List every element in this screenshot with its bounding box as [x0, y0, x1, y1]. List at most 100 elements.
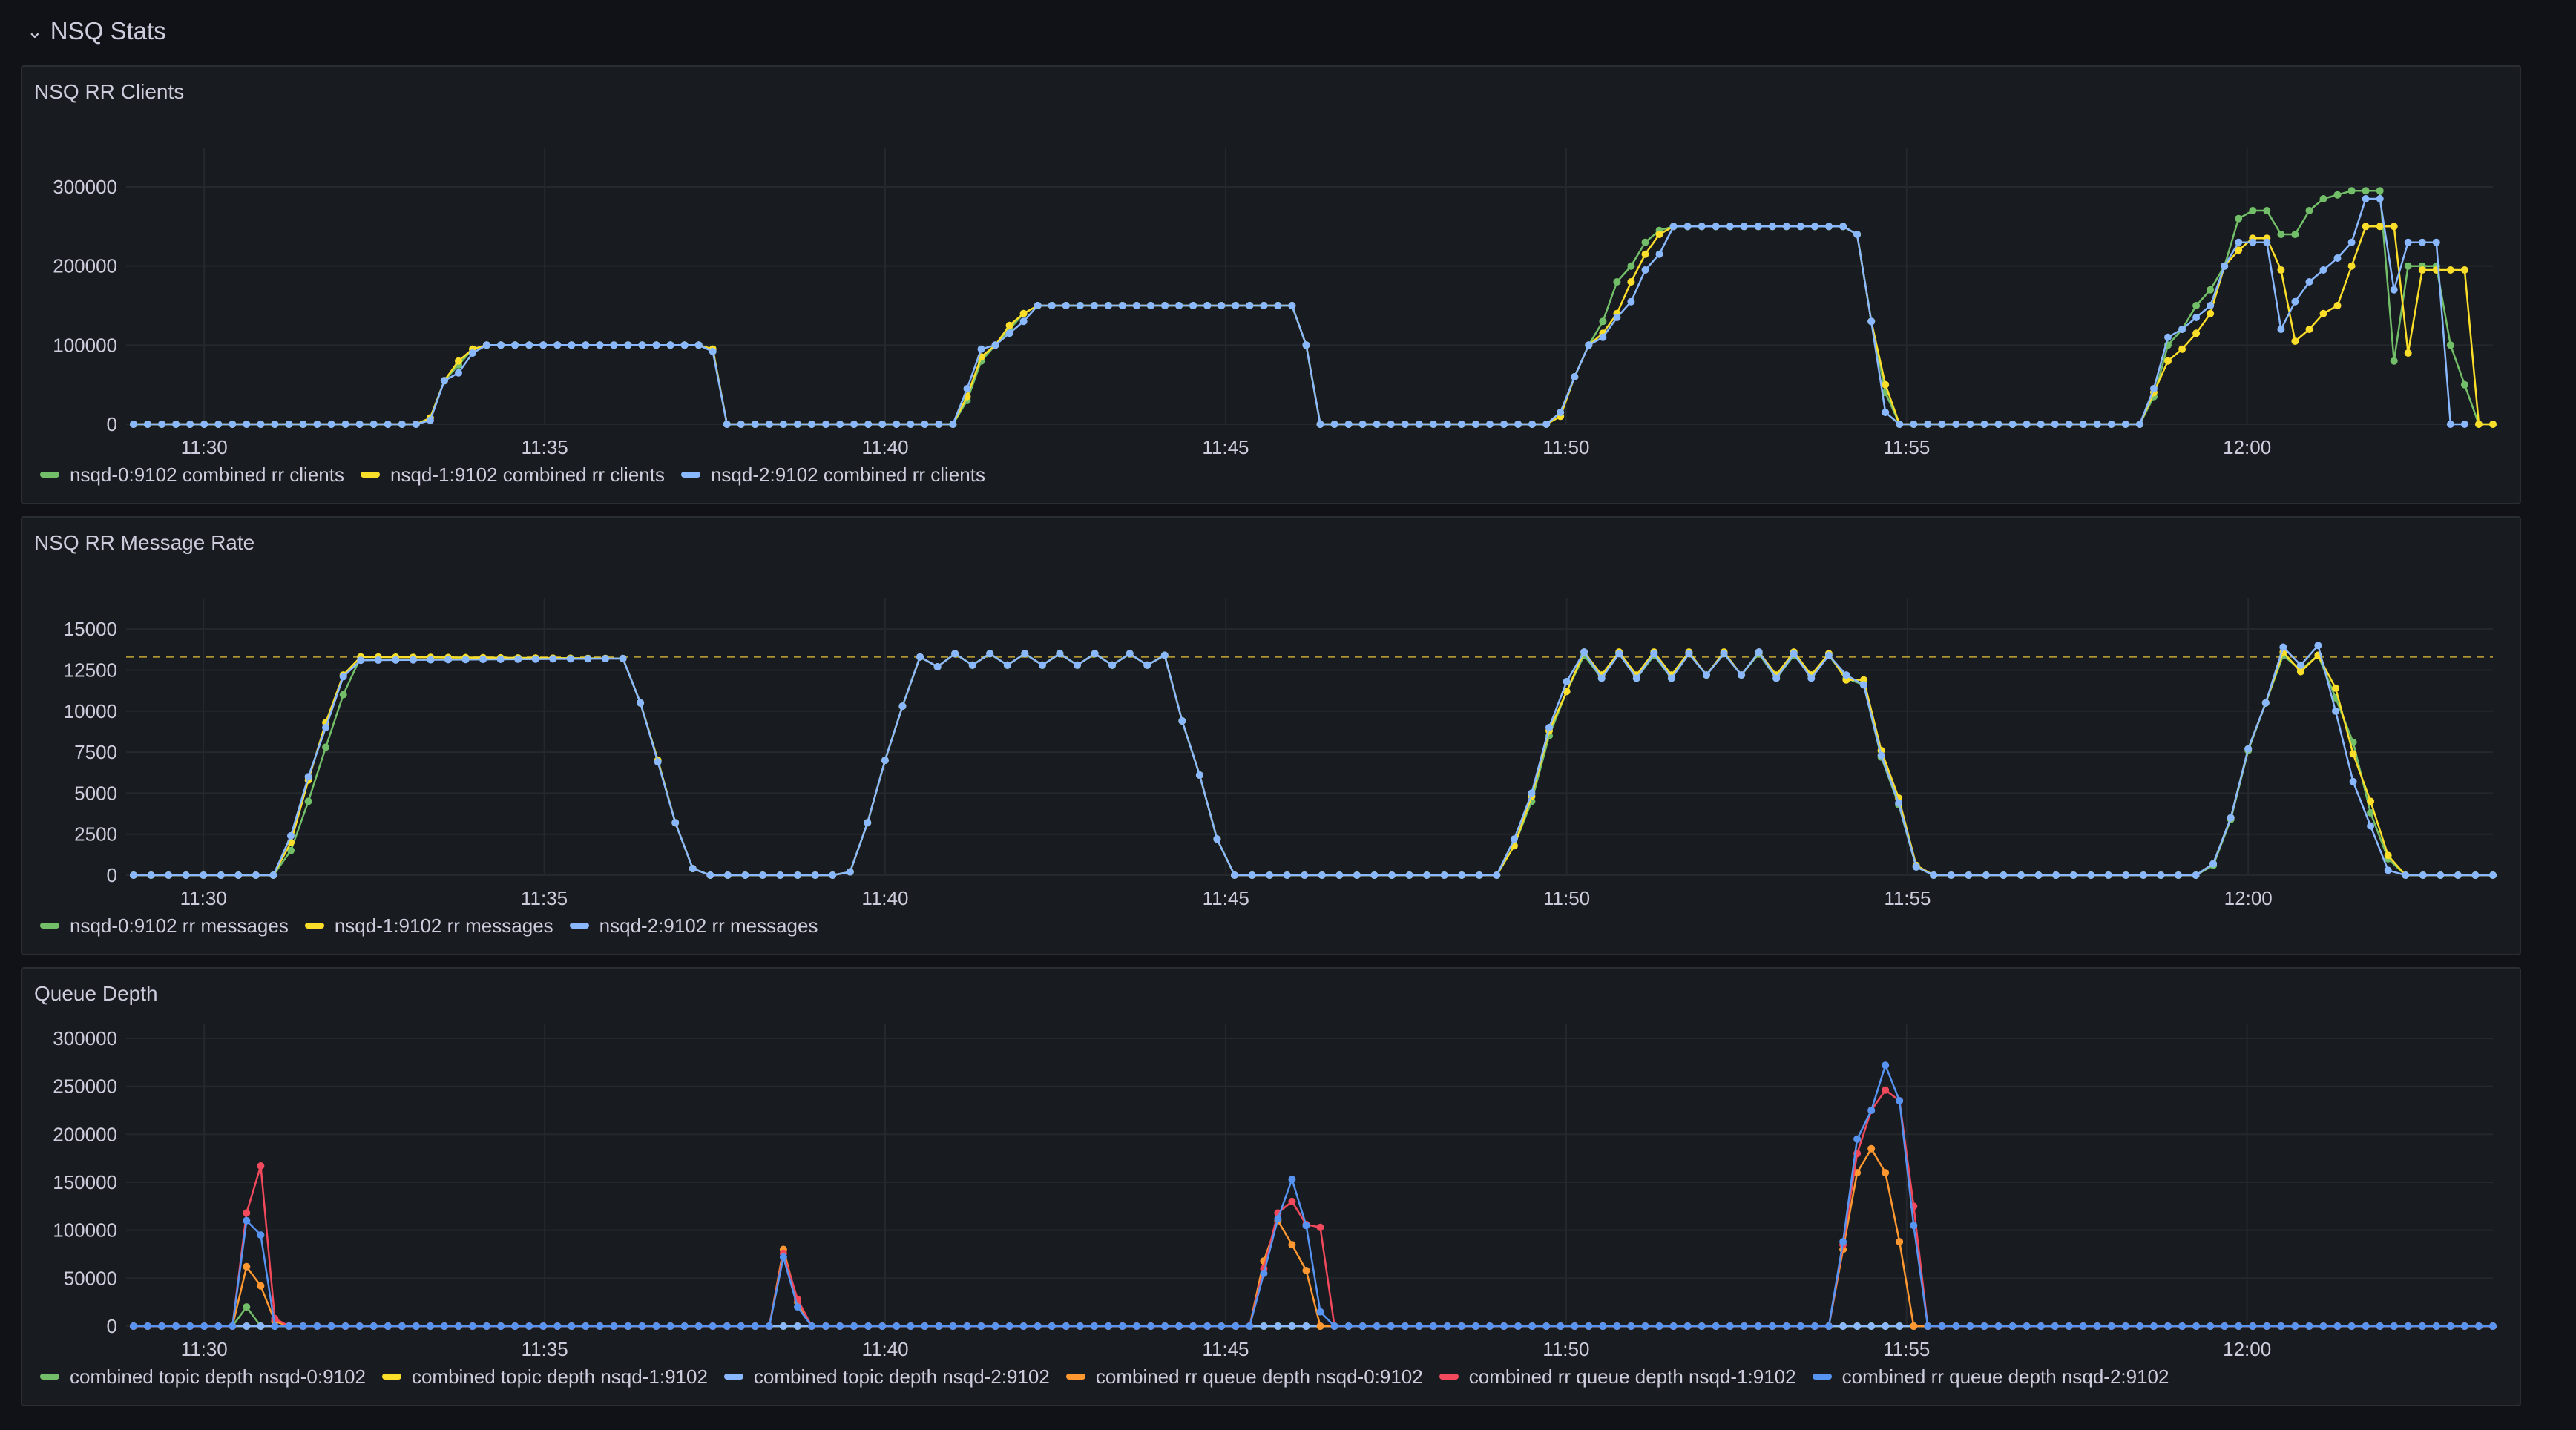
data-point — [949, 1322, 957, 1330]
data-point — [2376, 195, 2384, 202]
data-point — [2235, 246, 2243, 254]
legend-item[interactable]: nsqd-0:9102 combined rr clients — [40, 464, 344, 487]
data-point — [2475, 1322, 2483, 1330]
data-point — [850, 1322, 858, 1330]
data-point — [1486, 1322, 1494, 1330]
data-point — [1175, 302, 1183, 309]
data-point — [2017, 871, 2025, 879]
data-point — [200, 421, 208, 428]
row-header-nsq-stats[interactable]: ⌄ NSQ Stats — [27, 10, 166, 52]
data-point — [243, 1303, 251, 1311]
data-point — [751, 421, 759, 428]
data-point — [1316, 421, 1324, 428]
data-point — [1458, 871, 1466, 879]
data-point — [384, 1322, 392, 1330]
data-point — [2314, 642, 2322, 650]
data-point — [949, 421, 957, 428]
x-tick-label: 11:40 — [861, 1338, 908, 1360]
data-point — [553, 341, 562, 349]
data-point — [483, 341, 490, 349]
data-point — [1076, 1322, 1084, 1330]
legend-item[interactable]: combined topic depth nsqd-2:9102 — [723, 1365, 1050, 1388]
data-point — [1853, 231, 1862, 238]
data-point — [1493, 871, 1501, 879]
legend-item[interactable]: combined rr queue depth nsqd-1:9102 — [1439, 1365, 1796, 1388]
data-point — [666, 341, 674, 349]
y-tick-label: 2500 — [74, 823, 117, 846]
data-point — [671, 819, 680, 827]
x-tick-label: 12:00 — [2224, 887, 2273, 909]
data-point — [1274, 302, 1282, 309]
data-point — [1882, 1061, 1890, 1070]
data-point — [144, 421, 151, 428]
data-point — [765, 421, 773, 428]
legend-item[interactable]: nsqd-2:9102 combined rr clients — [680, 464, 985, 487]
data-point — [794, 421, 801, 428]
data-point — [2150, 1322, 2158, 1330]
data-point — [2227, 814, 2235, 822]
data-point — [2008, 421, 2017, 428]
data-point — [1203, 302, 1212, 309]
x-tick-label: 11:40 — [861, 436, 908, 458]
legend-item[interactable]: nsqd-0:9102 rr messages — [40, 915, 289, 938]
data-point — [339, 673, 347, 681]
data-point — [427, 656, 435, 664]
legend-item[interactable]: nsqd-2:9102 rr messages — [569, 915, 818, 938]
data-point — [229, 1322, 237, 1330]
data-point — [1457, 421, 1465, 428]
legend-label: combined topic depth nsqd-2:9102 — [753, 1365, 1050, 1388]
data-point — [1358, 1322, 1367, 1330]
legend-label: combined rr queue depth nsqd-1:9102 — [1468, 1365, 1796, 1388]
data-point — [1528, 421, 1537, 428]
data-point — [878, 421, 887, 428]
legend-item[interactable]: combined rr queue depth nsqd-2:9102 — [1812, 1365, 2169, 1388]
legend-item[interactable]: combined topic depth nsqd-1:9102 — [381, 1365, 708, 1388]
data-point — [1090, 1322, 1098, 1330]
data-point — [610, 1322, 618, 1330]
data-point — [497, 341, 505, 349]
data-point — [935, 1322, 943, 1330]
legend-item[interactable]: combined rr queue depth nsqd-0:9102 — [1065, 1365, 1423, 1388]
data-point — [624, 341, 632, 349]
data-point — [2279, 643, 2287, 651]
data-point — [1423, 871, 1431, 879]
y-tick-label: 300000 — [53, 1027, 117, 1050]
data-point — [511, 341, 519, 349]
x-tick-label: 11:45 — [1202, 1338, 1249, 1360]
data-point — [455, 369, 462, 377]
grid-lines — [126, 1024, 2493, 1327]
data-point — [182, 871, 190, 879]
data-point — [921, 1322, 929, 1330]
data-point — [963, 385, 971, 392]
legend-item[interactable]: combined topic depth nsqd-0:9102 — [40, 1365, 366, 1388]
data-point — [1143, 661, 1151, 669]
legend-item[interactable]: nsqd-1:9102 combined rr clients — [360, 464, 665, 487]
data-point — [1938, 421, 1946, 428]
data-point — [392, 656, 400, 664]
data-point — [2065, 1322, 2073, 1330]
data-point — [304, 773, 312, 781]
data-point — [1882, 1086, 1890, 1094]
data-point — [652, 341, 660, 349]
data-point — [2079, 1322, 2087, 1330]
x-tick-label: 11:30 — [181, 1338, 228, 1360]
data-point — [1160, 651, 1169, 659]
data-point — [1388, 871, 1396, 879]
data-point — [850, 421, 858, 428]
data-point — [2052, 871, 2060, 879]
data-point — [1613, 314, 1621, 321]
data-point — [1912, 863, 1920, 871]
data-point — [2221, 1322, 2229, 1330]
data-point — [514, 655, 522, 663]
data-point — [2150, 385, 2158, 392]
legend-label: nsqd-0:9102 rr messages — [70, 914, 289, 937]
data-point — [1896, 1238, 1904, 1246]
chevron-down-icon: ⌄ — [27, 19, 43, 42]
legend-item[interactable]: nsqd-1:9102 rr messages — [304, 915, 553, 938]
chart-queue-depth: 0 50000 100000 150000 200000 250000 300000 11:3… — [53, 1024, 2497, 1360]
series-2 — [130, 642, 2497, 879]
data-point — [1685, 650, 1693, 658]
data-point — [652, 1322, 660, 1330]
data-point — [1288, 1176, 1296, 1184]
data-point — [1074, 661, 1081, 669]
